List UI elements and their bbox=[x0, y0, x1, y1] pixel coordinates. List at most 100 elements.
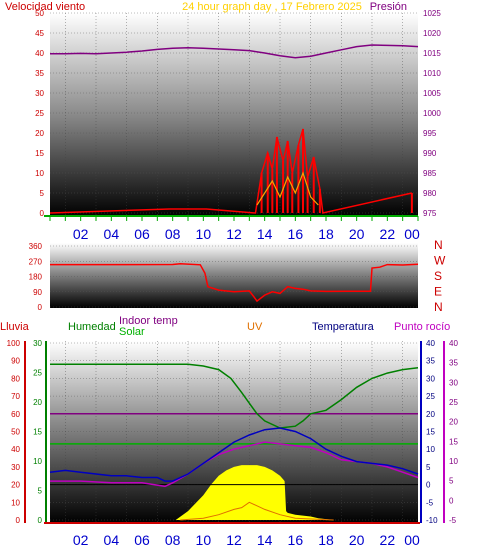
y-tick-label-pressure: 1015 bbox=[423, 49, 441, 58]
solar-radiation-area bbox=[175, 465, 418, 520]
y-tick-label-pressure: 1005 bbox=[423, 89, 441, 98]
x-tick-label: 02 bbox=[73, 226, 89, 242]
y-tick-label-pressure: 975 bbox=[423, 209, 437, 218]
y-tick-label-dew-point: 25 bbox=[449, 398, 458, 407]
y-tick-label-rain: 80 bbox=[11, 374, 20, 383]
wind-gust-line bbox=[256, 171, 319, 206]
y-tick-label-temperature: -10 bbox=[426, 516, 438, 525]
compass-label: E bbox=[434, 285, 442, 299]
y-tick-label-pressure: 1010 bbox=[423, 69, 441, 78]
chart-title: 24 hour graph day , 17 Febrero 2025 bbox=[182, 1, 362, 13]
legend-dew-point: Punto rocío bbox=[394, 321, 450, 333]
compass-label: S bbox=[434, 269, 442, 283]
wind-speed-label: Velocidad viento bbox=[5, 1, 85, 13]
uv-line bbox=[180, 501, 334, 521]
y-tick-label-wind: 25 bbox=[35, 109, 44, 118]
y-tick-label-rain: 30 bbox=[11, 463, 20, 472]
x-tick-label: 22 bbox=[380, 532, 396, 548]
y-tick-label-humidity: 20 bbox=[33, 398, 42, 407]
compass-label: N bbox=[434, 300, 443, 314]
legend-temperature: Temperatura bbox=[312, 321, 375, 333]
humidity-line bbox=[50, 363, 419, 429]
x-tick-label: 14 bbox=[257, 532, 273, 548]
y-tick-label-wind: 50 bbox=[35, 9, 44, 18]
y-tick-label-direction: 90 bbox=[33, 288, 42, 297]
y-tick-label-temperature: 25 bbox=[426, 392, 435, 401]
y-tick-label-temperature: 5 bbox=[426, 463, 431, 472]
y-tick-label-dew-point: 15 bbox=[449, 437, 458, 446]
legend-rain: Lluvia bbox=[0, 321, 30, 333]
legend-humidity: Humedad bbox=[68, 321, 116, 333]
y-tick-label-rain: 20 bbox=[11, 481, 20, 490]
y-tick-label-wind: 35 bbox=[35, 69, 44, 78]
wind-direction-plot-area bbox=[50, 243, 418, 308]
y-tick-label-pressure: 990 bbox=[423, 149, 437, 158]
y-tick-label-pressure: 1000 bbox=[423, 109, 441, 118]
y-tick-label-direction: 180 bbox=[29, 273, 43, 282]
y-tick-label-pressure: 1025 bbox=[423, 9, 441, 18]
x-tick-label: 10 bbox=[196, 226, 212, 242]
temperature-line bbox=[49, 427, 419, 482]
compass-label: N bbox=[434, 238, 443, 252]
y-tick-label-dew-point: 35 bbox=[449, 359, 458, 368]
legend-solar: Solar bbox=[119, 326, 145, 338]
y-tick-label-pressure: 995 bbox=[423, 129, 437, 138]
y-tick-label-direction: 270 bbox=[29, 257, 43, 266]
y-tick-label-pressure: 985 bbox=[423, 169, 437, 178]
x-tick-label: 18 bbox=[318, 532, 334, 548]
pressure-label: Presión bbox=[370, 1, 407, 13]
compass-label: W bbox=[434, 254, 446, 268]
y-tick-label-rain: 10 bbox=[11, 498, 20, 507]
x-tick-label: 12 bbox=[226, 532, 242, 548]
y-tick-label-dew-point: 10 bbox=[449, 457, 458, 466]
x-tick-label: 10 bbox=[196, 532, 212, 548]
y-tick-label-rain: 90 bbox=[11, 357, 20, 366]
x-tick-label: 06 bbox=[134, 532, 150, 548]
x-tick-label: 16 bbox=[288, 226, 304, 242]
y-tick-label-humidity: 30 bbox=[33, 339, 42, 348]
pressure-line bbox=[50, 44, 419, 59]
y-tick-label-temperature: 0 bbox=[426, 481, 431, 490]
x-tick-label: 18 bbox=[318, 226, 334, 242]
x-tick-label: 08 bbox=[165, 226, 181, 242]
wind-direction-line bbox=[50, 263, 419, 303]
y-tick-label-wind: 10 bbox=[35, 169, 44, 178]
legend-indoor-temp: Indoor temp bbox=[119, 315, 178, 327]
y-tick-label-rain: 70 bbox=[11, 392, 20, 401]
y-tick-label-temperature: 40 bbox=[426, 339, 435, 348]
y-tick-label-humidity: 25 bbox=[33, 369, 42, 378]
y-tick-label-temperature: 10 bbox=[426, 445, 435, 454]
y-tick-label-temperature: 30 bbox=[426, 374, 435, 383]
x-tick-label: 08 bbox=[165, 532, 181, 548]
y-tick-label-rain: 40 bbox=[11, 445, 20, 454]
x-tick-label: 04 bbox=[104, 532, 120, 548]
y-tick-label-temperature: 35 bbox=[426, 357, 435, 366]
y-tick-label-wind: 40 bbox=[35, 49, 44, 58]
y-tick-label-pressure: 980 bbox=[423, 189, 437, 198]
x-tick-label: 04 bbox=[104, 226, 120, 242]
y-tick-label-humidity: 5 bbox=[38, 487, 43, 496]
y-tick-label-humidity: 10 bbox=[33, 457, 42, 466]
x-tick-label: 00 bbox=[404, 532, 420, 548]
y-tick-label-temperature: 15 bbox=[426, 428, 435, 437]
y-tick-label-humidity: 0 bbox=[38, 516, 43, 525]
y-tick-label-pressure: 1020 bbox=[423, 29, 441, 38]
y-tick-label-dew-point: 40 bbox=[449, 339, 458, 348]
y-tick-label-rain: 0 bbox=[16, 516, 21, 525]
x-tick-label: 02 bbox=[73, 532, 89, 548]
y-tick-label-rain: 50 bbox=[11, 428, 20, 437]
y-tick-label-direction: 360 bbox=[29, 242, 43, 251]
y-tick-label-dew-point: 0 bbox=[449, 496, 454, 505]
y-tick-label-wind: 15 bbox=[35, 149, 44, 158]
y-tick-label-temperature: 20 bbox=[426, 410, 435, 419]
x-tick-label: 00 bbox=[404, 226, 420, 242]
x-tick-label: 14 bbox=[257, 226, 273, 242]
y-tick-label-dew-point: 5 bbox=[449, 477, 454, 486]
x-tick-label: 20 bbox=[349, 532, 365, 548]
y-tick-label-wind: 30 bbox=[35, 89, 44, 98]
y-tick-label-wind: 20 bbox=[35, 129, 44, 138]
x-tick-label: 16 bbox=[288, 532, 304, 548]
y-tick-label-wind: 5 bbox=[40, 189, 45, 198]
x-tick-label: 06 bbox=[134, 226, 150, 242]
